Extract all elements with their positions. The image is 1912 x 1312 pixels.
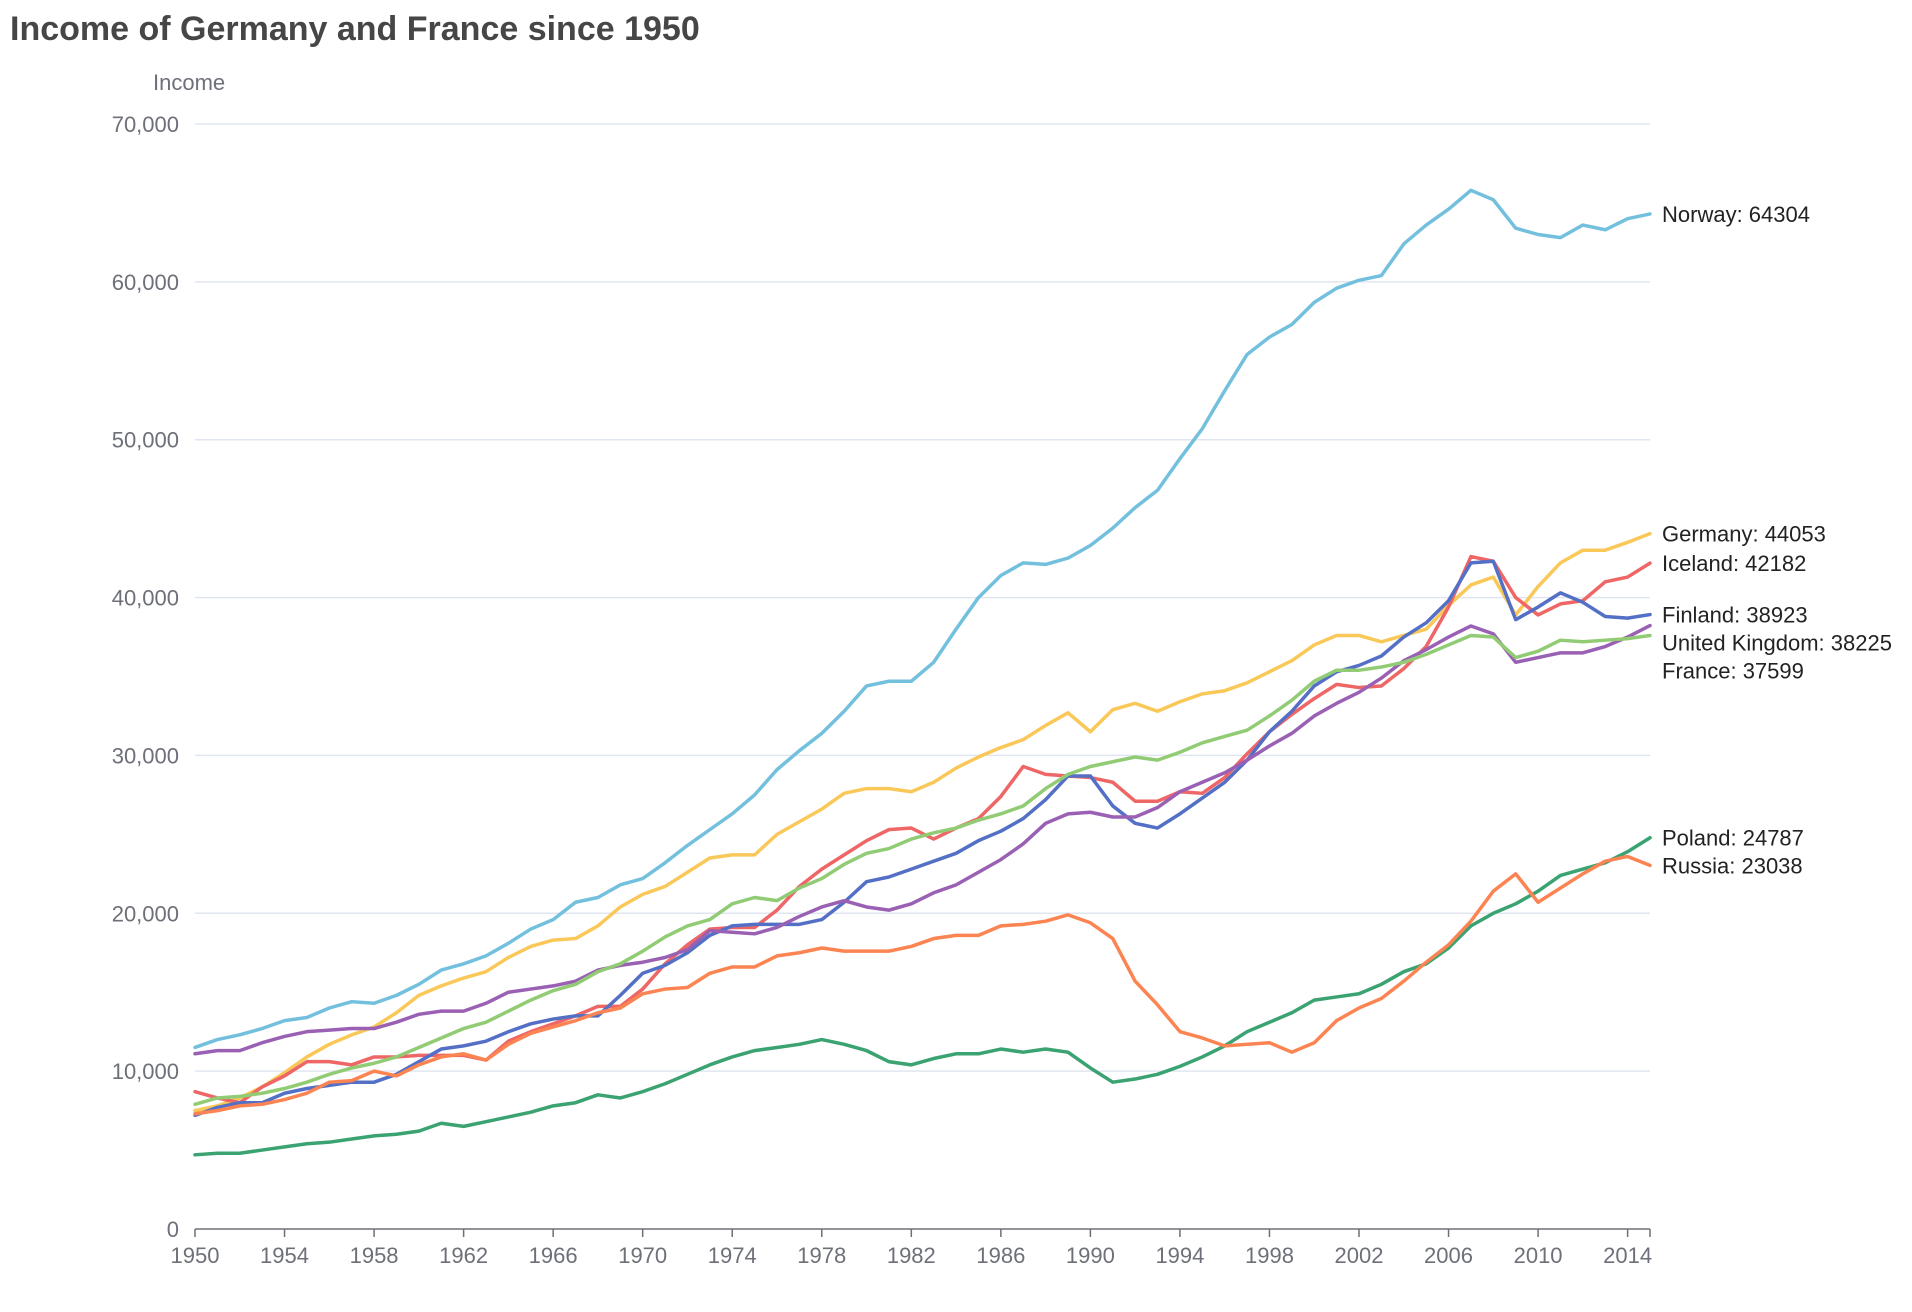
- y-tick-label: 40,000: [112, 586, 179, 611]
- series-line-iceland: [193, 554, 1652, 1105]
- end-label-germany: Germany: 44053: [1662, 522, 1826, 547]
- y-tick-label: 30,000: [112, 743, 179, 768]
- y-axis-title: Income: [153, 70, 225, 95]
- series-line-united-kingdom: [193, 623, 1652, 1056]
- x-tick-label: 1966: [529, 1243, 578, 1268]
- y-tick-label: 20,000: [112, 901, 179, 926]
- series-line-germany: [193, 531, 1652, 1113]
- end-label-france: France: 37599: [1662, 659, 1804, 684]
- series-line-france: [193, 633, 1652, 1107]
- series-line-norway: [193, 188, 1652, 1050]
- end-label-russia: Russia: 23038: [1662, 854, 1803, 879]
- x-tick-label: 1998: [1245, 1243, 1294, 1268]
- grid-lines: [195, 123, 1650, 1072]
- x-tick-label: 1990: [1066, 1243, 1115, 1268]
- x-tick-label: 2014: [1603, 1243, 1652, 1268]
- series-line-finland: [193, 559, 1652, 1118]
- y-tick-label: 60,000: [112, 270, 179, 295]
- end-labels: Norway: 64304 Germany: 44053 Iceland: 4218…: [1662, 202, 1892, 879]
- x-tick-label: 1950: [171, 1243, 220, 1268]
- x-tick-label: 1970: [618, 1243, 667, 1268]
- x-tick-label: 1982: [887, 1243, 936, 1268]
- x-tick-label: 1986: [976, 1243, 1025, 1268]
- y-axis-ticks: 0 10,000 20,000 30,000 40,000 50,000 60,000 70,…: [112, 112, 179, 1242]
- end-label-finland: Finland: 38923: [1662, 603, 1808, 628]
- x-tick-label: 1974: [708, 1243, 757, 1268]
- x-tick-label: 1978: [797, 1243, 846, 1268]
- series-line-poland: [193, 835, 1652, 1157]
- y-tick-label: 0: [167, 1217, 179, 1242]
- y-tick-label: 70,000: [112, 112, 179, 137]
- x-axis-ticks: 1950 1954 1958 1962 1966 1970 1974 1978 1982 1986…: [171, 1229, 1652, 1268]
- y-tick-label: 50,000: [112, 428, 179, 453]
- chart-title: Income of Germany and France since 1950: [10, 10, 700, 48]
- y-tick-label: 10,000: [112, 1059, 179, 1084]
- end-label-united-kingdom: United Kingdom: 38225: [1662, 631, 1892, 656]
- x-tick-label: 1954: [260, 1243, 309, 1268]
- end-label-norway: Norway: 64304: [1662, 202, 1810, 227]
- series-lines: [193, 188, 1652, 1157]
- end-label-poland: Poland: 24787: [1662, 826, 1804, 851]
- x-tick-label: 1994: [1155, 1243, 1204, 1268]
- series-line-russia: [193, 854, 1652, 1116]
- x-tick-label: 1962: [439, 1243, 488, 1268]
- x-tick-label: 1958: [350, 1243, 399, 1268]
- x-tick-label: 2010: [1514, 1243, 1563, 1268]
- x-tick-label: 2002: [1335, 1243, 1384, 1268]
- end-label-iceland: Iceland: 42182: [1662, 551, 1806, 576]
- x-tick-label: 2006: [1424, 1243, 1473, 1268]
